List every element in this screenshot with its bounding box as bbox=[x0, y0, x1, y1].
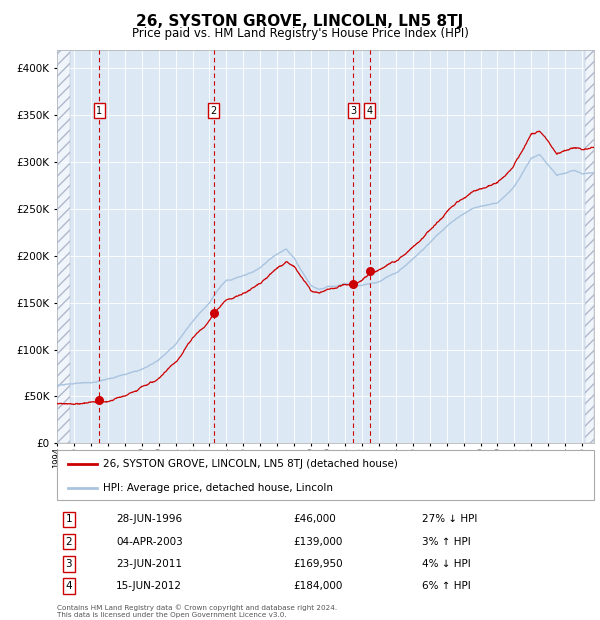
Text: 6% ↑ HPI: 6% ↑ HPI bbox=[422, 581, 471, 591]
Text: 1: 1 bbox=[65, 515, 72, 525]
Text: £169,950: £169,950 bbox=[293, 559, 343, 569]
Text: 4: 4 bbox=[367, 105, 373, 115]
Text: 2: 2 bbox=[65, 536, 72, 547]
Text: £184,000: £184,000 bbox=[293, 581, 343, 591]
Text: HPI: Average price, detached house, Lincoln: HPI: Average price, detached house, Linc… bbox=[103, 482, 332, 493]
Text: 28-JUN-1996: 28-JUN-1996 bbox=[116, 515, 182, 525]
Text: £139,000: £139,000 bbox=[293, 536, 343, 547]
Text: Contains HM Land Registry data © Crown copyright and database right 2024.: Contains HM Land Registry data © Crown c… bbox=[57, 604, 337, 611]
Text: 23-JUN-2011: 23-JUN-2011 bbox=[116, 559, 182, 569]
Text: 3: 3 bbox=[65, 559, 72, 569]
Text: £46,000: £46,000 bbox=[293, 515, 336, 525]
Text: 3: 3 bbox=[350, 105, 356, 115]
Text: 3% ↑ HPI: 3% ↑ HPI bbox=[422, 536, 471, 547]
Text: 4% ↓ HPI: 4% ↓ HPI bbox=[422, 559, 471, 569]
FancyBboxPatch shape bbox=[57, 450, 594, 500]
Text: 1: 1 bbox=[96, 105, 102, 115]
Text: 04-APR-2003: 04-APR-2003 bbox=[116, 536, 183, 547]
Text: Price paid vs. HM Land Registry's House Price Index (HPI): Price paid vs. HM Land Registry's House … bbox=[131, 27, 469, 40]
Text: 26, SYSTON GROVE, LINCOLN, LN5 8TJ: 26, SYSTON GROVE, LINCOLN, LN5 8TJ bbox=[136, 14, 464, 29]
Text: 27% ↓ HPI: 27% ↓ HPI bbox=[422, 515, 478, 525]
Text: 2: 2 bbox=[211, 105, 217, 115]
Text: 4: 4 bbox=[65, 581, 72, 591]
Text: 26, SYSTON GROVE, LINCOLN, LN5 8TJ (detached house): 26, SYSTON GROVE, LINCOLN, LN5 8TJ (deta… bbox=[103, 459, 398, 469]
Text: 15-JUN-2012: 15-JUN-2012 bbox=[116, 581, 182, 591]
Text: This data is licensed under the Open Government Licence v3.0.: This data is licensed under the Open Gov… bbox=[57, 612, 287, 618]
